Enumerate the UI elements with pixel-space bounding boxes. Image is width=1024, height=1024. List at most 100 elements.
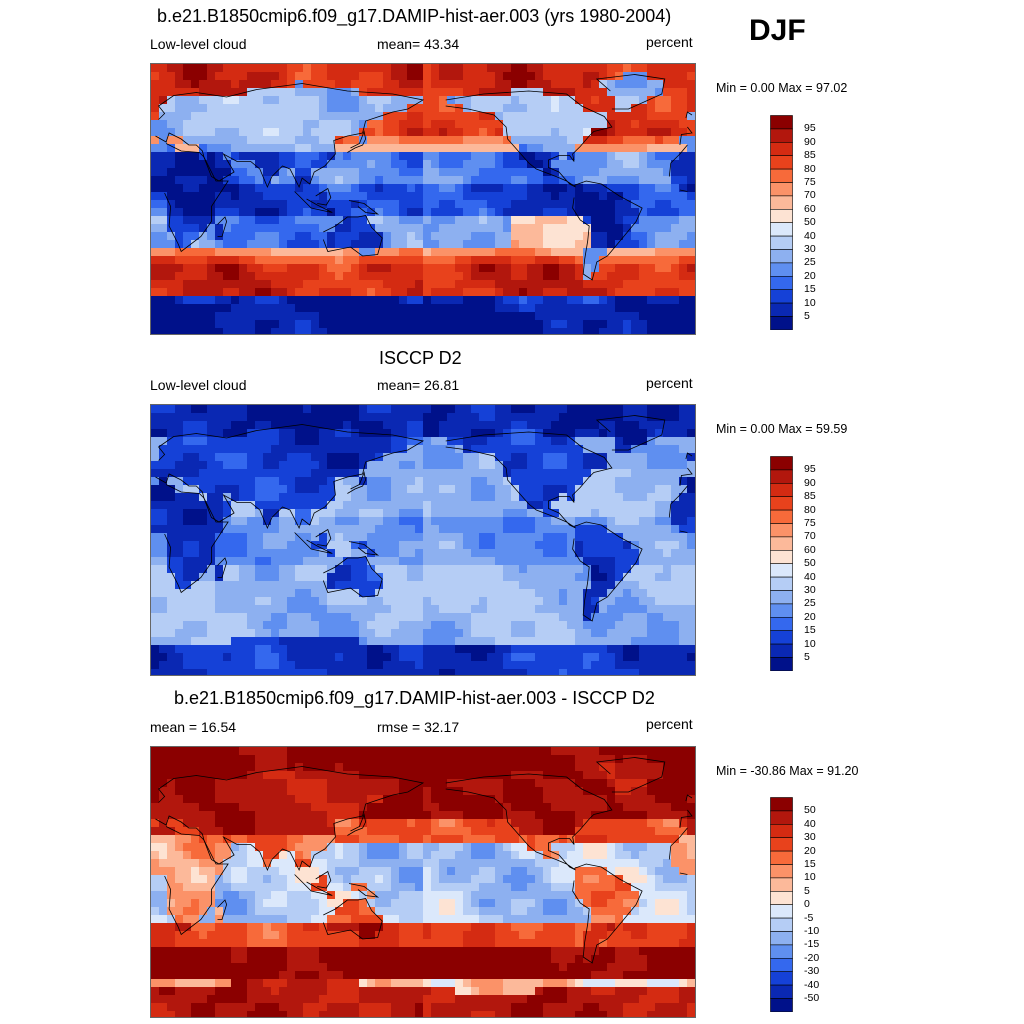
colorbar-swatch bbox=[770, 496, 793, 511]
coastline-eurasia bbox=[155, 83, 425, 189]
coastline-greenland bbox=[595, 74, 666, 110]
colorbar-tick-label: 5 bbox=[804, 651, 810, 663]
colorbar-tick-label: 30 bbox=[804, 831, 816, 844]
colorbar-tick-label: 60 bbox=[804, 543, 816, 556]
colorbar-tick-label: 25 bbox=[804, 597, 816, 610]
coastline-borneo bbox=[315, 528, 332, 547]
coastline-uk bbox=[685, 794, 693, 802]
panel-2-units-label: percent bbox=[646, 375, 693, 391]
colorbar-tick-label: 80 bbox=[804, 162, 816, 175]
contour-map bbox=[151, 747, 695, 1017]
colorbar-swatch bbox=[770, 182, 793, 197]
colorbar-tick-label: 0 bbox=[804, 898, 810, 911]
colorbar-swatch bbox=[770, 195, 793, 210]
coastline-samerica bbox=[572, 180, 643, 281]
colorbar-tick-label: -20 bbox=[804, 951, 820, 964]
colorbar-tick-label: 10 bbox=[804, 637, 816, 650]
colorbar-tick-label: 95 bbox=[804, 122, 816, 135]
panel-3-map bbox=[150, 746, 696, 1018]
panel-3-minmax: Min = -30.86 Max = 91.20 bbox=[716, 764, 859, 778]
colorbar-swatches bbox=[770, 456, 793, 672]
coastline-madagascar bbox=[217, 216, 228, 237]
colorbar-tick-label: 20 bbox=[804, 844, 816, 857]
colorbar-swatch bbox=[770, 643, 793, 658]
coastline-japan bbox=[347, 471, 367, 494]
panel-1-minmax: Min = 0.00 Max = 97.02 bbox=[716, 81, 848, 95]
colorbar-swatch bbox=[770, 590, 793, 605]
colorbar-tick-label: 85 bbox=[804, 490, 816, 503]
coastline-eurasia bbox=[679, 126, 693, 146]
colorbar-swatch bbox=[770, 209, 793, 224]
panel-2-variable-label: Low-level cloud bbox=[150, 377, 247, 393]
colorbar-swatch bbox=[770, 316, 793, 331]
colorbar-swatch bbox=[770, 810, 793, 825]
coastline-newguinea bbox=[348, 883, 380, 898]
colorbar-tick-label: 70 bbox=[804, 530, 816, 543]
contour-field bbox=[151, 405, 695, 675]
panel-1-variable-label: Low-level cloud bbox=[150, 36, 247, 52]
colorbar-swatch bbox=[770, 249, 793, 264]
coastline-madagascar bbox=[217, 557, 228, 578]
coastline-africa bbox=[668, 827, 688, 860]
colorbar-swatch bbox=[770, 850, 793, 865]
panel-2-title: ISCCP D2 bbox=[379, 348, 462, 368]
colorbar-swatch bbox=[770, 603, 793, 618]
panel-2-minmax: Min = 0.00 Max = 59.59 bbox=[716, 422, 848, 436]
colorbar-swatches bbox=[770, 115, 793, 331]
colorbar-swatch bbox=[770, 891, 793, 906]
coastline-japan bbox=[347, 813, 367, 836]
colorbar-swatch bbox=[770, 877, 793, 892]
colorbar-swatch bbox=[770, 823, 793, 838]
coastline-africa bbox=[679, 872, 688, 875]
coastline-indonesia bbox=[294, 191, 333, 213]
colorbar-tick-label: 60 bbox=[804, 202, 816, 215]
coastline-borneo bbox=[315, 870, 332, 889]
colorbar-tick-label: 40 bbox=[804, 817, 816, 830]
colorbar-swatch bbox=[770, 276, 793, 291]
colorbar-tick-label: 30 bbox=[804, 243, 816, 255]
colorbar-swatch bbox=[770, 482, 793, 497]
contour-map bbox=[151, 64, 695, 334]
coastline-newguinea bbox=[348, 200, 380, 215]
coastline-namerica bbox=[445, 90, 613, 188]
coastline-africa bbox=[668, 144, 688, 177]
colorbar-tick-label: 90 bbox=[804, 135, 816, 148]
colorbar-swatch bbox=[770, 657, 793, 672]
colorbar-tick-label: 75 bbox=[804, 176, 816, 188]
colorbar-swatch bbox=[770, 617, 793, 632]
coastline-eurasia bbox=[155, 766, 425, 872]
coastline-greenland bbox=[595, 415, 666, 451]
panel-3-title: b.e21.B1850cmip6.f09_g17.DAMIP-hist-aer.… bbox=[174, 688, 655, 708]
colorbar-swatch bbox=[770, 971, 793, 986]
coastline-eurasia bbox=[155, 424, 425, 530]
panel-3-mean-label: mean = 16.54 bbox=[150, 719, 237, 735]
coastline-japan bbox=[347, 130, 367, 153]
colorbar-tick-label: 10 bbox=[804, 871, 816, 884]
colorbar-swatch bbox=[770, 235, 793, 250]
colorbar-swatch bbox=[770, 115, 793, 130]
contour-field bbox=[151, 64, 695, 334]
colorbar-swatch bbox=[770, 904, 793, 919]
colorbar-swatch bbox=[770, 958, 793, 973]
colorbar-swatch bbox=[770, 984, 793, 999]
colorbar-swatch bbox=[770, 550, 793, 565]
colorbar-tick-label: 15 bbox=[804, 624, 816, 637]
colorbar-swatch bbox=[770, 168, 793, 183]
coastline-indonesia bbox=[294, 874, 333, 896]
colorbar-tick-label: -5 bbox=[804, 911, 814, 924]
coastline-uk bbox=[685, 111, 693, 119]
colorbar-tick-label: 80 bbox=[804, 503, 816, 516]
colorbar-swatch bbox=[770, 509, 793, 524]
coastline-eurasia bbox=[679, 809, 693, 829]
panel-1-units-label: percent bbox=[646, 34, 693, 50]
colorbar-swatch bbox=[770, 469, 793, 484]
colorbar-swatch bbox=[770, 128, 793, 143]
coastline-greenland bbox=[595, 757, 666, 793]
colorbar-swatch bbox=[770, 523, 793, 538]
colorbar-swatch bbox=[770, 931, 793, 946]
coastline-australia bbox=[322, 898, 383, 940]
colorbar-swatch bbox=[770, 998, 793, 1013]
panel-1-map bbox=[150, 63, 696, 335]
coastline-australia bbox=[322, 215, 383, 257]
coastline-newguinea bbox=[348, 541, 380, 556]
